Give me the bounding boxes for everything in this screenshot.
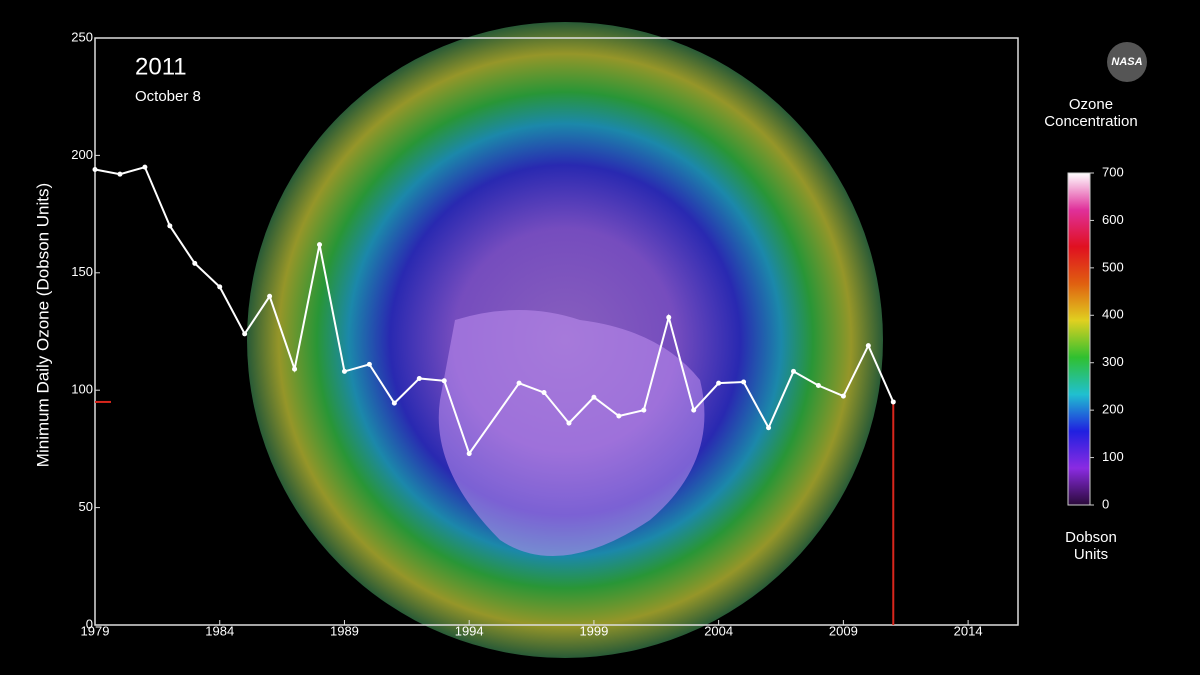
data-point bbox=[142, 164, 148, 170]
data-point bbox=[890, 399, 896, 405]
data-point bbox=[267, 293, 273, 299]
y-tick-label: 250 bbox=[71, 29, 93, 44]
y-axis-label: Minimum Daily Ozone (Dobson Units) bbox=[33, 183, 52, 467]
logo-badge bbox=[1107, 42, 1147, 82]
y-tick-label: 100 bbox=[71, 382, 93, 397]
data-point bbox=[591, 394, 597, 400]
x-tick-label: 1979 bbox=[81, 623, 110, 638]
x-tick-label: 1999 bbox=[579, 623, 608, 638]
data-point bbox=[366, 361, 372, 367]
colorbar-tick-label: 300 bbox=[1102, 354, 1124, 369]
continent bbox=[438, 310, 705, 556]
data-point bbox=[691, 407, 697, 413]
data-point bbox=[292, 366, 298, 372]
data-point bbox=[541, 390, 547, 396]
data-point bbox=[840, 393, 846, 399]
data-point bbox=[117, 171, 123, 177]
plot-frame bbox=[94, 37, 1019, 626]
data-line bbox=[94, 165, 895, 456]
data-point bbox=[716, 380, 722, 386]
data-point bbox=[317, 242, 323, 248]
data-point bbox=[566, 420, 572, 426]
data-point bbox=[766, 425, 772, 431]
data-point bbox=[865, 343, 871, 349]
colorbar-tick-label: 400 bbox=[1102, 307, 1124, 322]
data-point bbox=[217, 284, 223, 290]
y-tick-label: 0 bbox=[86, 616, 93, 631]
y-tick-label: 150 bbox=[71, 264, 93, 279]
colorbar bbox=[1067, 172, 1091, 506]
data-point bbox=[416, 375, 422, 381]
x-tick-label: 1989 bbox=[330, 623, 359, 638]
data-point bbox=[192, 260, 198, 266]
data-point bbox=[516, 380, 522, 386]
data-point bbox=[341, 368, 347, 374]
data-point bbox=[391, 400, 397, 406]
x-tick-label: 1984 bbox=[205, 623, 234, 638]
data-point bbox=[741, 379, 747, 385]
logo: NASA bbox=[1111, 56, 1142, 68]
x-tick-label: 2009 bbox=[829, 623, 858, 638]
data-point bbox=[242, 331, 248, 337]
data-point bbox=[641, 407, 647, 413]
colorbar-tick-label: 600 bbox=[1102, 212, 1124, 227]
colorbar-tick-label: 100 bbox=[1102, 449, 1124, 464]
x-tick-label: 1994 bbox=[455, 623, 484, 638]
x-tick-label: 2004 bbox=[704, 623, 733, 638]
chart-subtitle: October 8 bbox=[135, 88, 201, 105]
data-point bbox=[666, 314, 672, 320]
data-point bbox=[616, 413, 622, 419]
y-tick-label: 50 bbox=[79, 499, 93, 514]
colorbar-tick-label: 700 bbox=[1102, 164, 1124, 179]
colorbar-tick-label: 0 bbox=[1102, 496, 1109, 511]
data-point bbox=[92, 166, 98, 172]
colorbar-label: Dobson Units bbox=[1065, 529, 1117, 563]
chart-title: 2011 bbox=[135, 53, 187, 80]
data-point bbox=[815, 383, 821, 389]
data-point bbox=[441, 378, 447, 384]
x-tick-label: 2014 bbox=[954, 623, 983, 638]
colorbar-tick-label: 500 bbox=[1102, 259, 1124, 274]
data-point bbox=[466, 451, 472, 457]
colorbar-title: Ozone Concentration bbox=[1044, 96, 1137, 130]
y-tick-label: 200 bbox=[71, 147, 93, 162]
data-point bbox=[167, 223, 173, 229]
data-point bbox=[790, 368, 796, 374]
colorbar-tick-label: 200 bbox=[1102, 402, 1124, 417]
